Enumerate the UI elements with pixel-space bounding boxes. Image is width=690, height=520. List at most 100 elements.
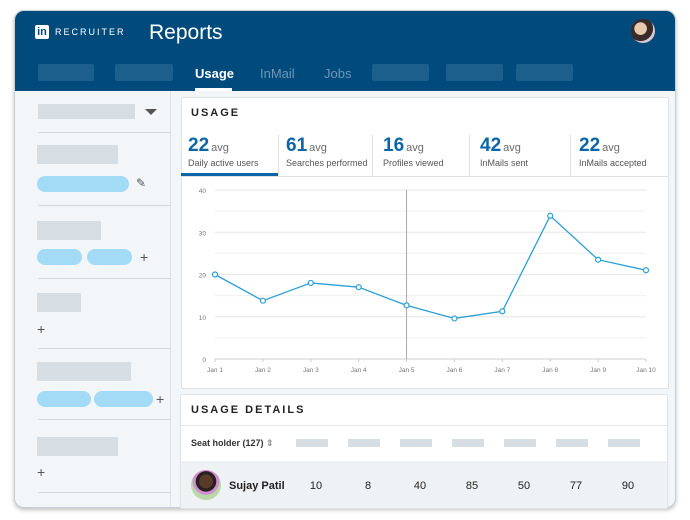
product-name: RECRUITER <box>55 27 126 37</box>
pencil-icon[interactable]: ✎ <box>136 176 147 190</box>
column-header-placeholder[interactable] <box>504 439 536 447</box>
divider <box>570 135 571 176</box>
stat-inmails-sent[interactable]: 42 avg InMails sent <box>480 135 528 176</box>
divider <box>38 132 171 133</box>
stat-searches[interactable]: 61 avg Searches performed <box>286 135 368 176</box>
tab-placeholder[interactable] <box>115 64 173 81</box>
stat-profiles-viewed[interactable]: 16 avg Profiles viewed <box>383 135 444 176</box>
filter-label-placeholder <box>37 293 81 312</box>
stat-unit: avg <box>602 142 620 154</box>
tab-inmail[interactable]: InMail <box>260 66 295 81</box>
filter-pill[interactable] <box>37 249 82 265</box>
data-point <box>403 302 410 309</box>
filter-pill[interactable] <box>94 391 153 407</box>
x-tick-label: Jan 7 <box>494 367 510 374</box>
tab-placeholder[interactable] <box>516 64 573 81</box>
usage-details-title: USAGE DETAILS <box>191 404 306 416</box>
cell-value: 90 <box>621 480 635 492</box>
divider <box>181 176 668 177</box>
usage-line-chart: 0 10 20 30 40 Jan 1 Jan 2 Jan 3 Jan 4 Jan 5 Jan 6 J… <box>199 188 656 374</box>
filter-label-placeholder <box>37 221 101 240</box>
data-point <box>547 212 554 219</box>
table-row[interactable] <box>181 461 667 508</box>
usage-title: USAGE <box>191 107 241 119</box>
filter-pill[interactable] <box>37 391 91 407</box>
header: in RECRUITER Reports Usage InMail Jobs <box>15 11 675 91</box>
cell-value: 40 <box>413 480 427 492</box>
stat-label: Profiles viewed <box>383 158 444 168</box>
stat-daily-active-users[interactable]: 22 avg Daily active users <box>188 135 259 176</box>
filter-pill[interactable] <box>87 249 132 265</box>
tab-placeholder[interactable] <box>38 64 94 81</box>
stat-value: 16 <box>383 135 405 156</box>
tab-usage[interactable]: Usage <box>195 66 235 81</box>
data-point <box>211 271 219 278</box>
x-tick-label: Jan 6 <box>446 367 462 374</box>
column-header-placeholder[interactable] <box>296 439 328 447</box>
stat-value: 22 <box>579 135 601 156</box>
active-stat-indicator <box>181 173 278 176</box>
stat-label: Daily active users <box>188 158 259 168</box>
usage-card <box>181 97 669 389</box>
divider <box>38 278 171 279</box>
x-tick-label: Jan 3 <box>303 367 319 374</box>
divider <box>278 135 279 176</box>
data-point <box>451 315 458 322</box>
stat-value: 42 <box>480 135 502 156</box>
plus-icon[interactable]: + <box>37 464 46 480</box>
cell-value: 10 <box>309 480 323 492</box>
sidebar-divider <box>170 91 171 507</box>
seat-holder-label: Seat holder (127) <box>191 438 264 448</box>
x-tick-label: Jan 4 <box>351 367 367 374</box>
divider <box>38 419 171 420</box>
column-header-placeholder[interactable] <box>400 439 432 447</box>
stat-label: Searches performed <box>286 158 368 168</box>
filter-dropdown[interactable] <box>38 104 135 119</box>
seat-holder-header[interactable]: Seat holder (127) ⇕ <box>191 438 274 449</box>
cell-value: 77 <box>569 480 583 492</box>
cell-value: 8 <box>364 480 372 492</box>
data-point <box>595 256 602 263</box>
active-tab-indicator <box>195 88 232 91</box>
x-tick-label: Jan 5 <box>399 367 415 374</box>
y-tick-label: 40 <box>199 188 207 195</box>
tab-placeholder[interactable] <box>372 64 429 81</box>
x-tick-label: Jan 8 <box>542 367 558 374</box>
divider <box>38 348 171 349</box>
avatar[interactable] <box>631 19 655 43</box>
plus-icon[interactable]: + <box>140 249 149 265</box>
filter-label-placeholder <box>37 437 118 456</box>
linkedin-logo: in <box>35 25 49 39</box>
seat-holder-name[interactable]: Sujay Patil <box>229 480 285 492</box>
plus-icon[interactable]: + <box>37 321 46 337</box>
column-header-placeholder[interactable] <box>556 439 588 447</box>
sort-icon[interactable]: ⇕ <box>266 438 274 448</box>
y-tick-label: 10 <box>199 315 207 322</box>
data-point <box>307 279 314 287</box>
column-header-placeholder[interactable] <box>608 439 640 447</box>
x-tick-label: Jan 2 <box>255 367 271 374</box>
tab-placeholder[interactable] <box>446 64 503 81</box>
series-line <box>214 214 647 320</box>
filter-label-placeholder <box>37 362 131 381</box>
filter-label-placeholder <box>37 145 118 164</box>
x-tick-label: Jan 10 <box>636 367 656 374</box>
stat-value: 22 <box>188 135 210 156</box>
filter-pill[interactable] <box>37 176 129 192</box>
column-header-placeholder[interactable] <box>348 439 380 447</box>
tab-jobs[interactable]: Jobs <box>324 66 352 81</box>
stat-inmails-accepted[interactable]: 22 avg InMails accepted <box>579 135 647 176</box>
caret-down-icon[interactable] <box>145 109 157 115</box>
y-tick-label: 30 <box>199 230 207 237</box>
plus-icon[interactable]: + <box>156 391 165 407</box>
data-point <box>259 297 266 304</box>
stat-unit: avg <box>309 142 327 154</box>
stat-label: InMails sent <box>480 158 529 168</box>
divider <box>181 425 667 426</box>
stat-unit: avg <box>503 142 521 154</box>
divider <box>38 205 171 206</box>
column-header-placeholder[interactable] <box>452 439 484 447</box>
stat-unit: avg <box>406 142 424 154</box>
divider <box>372 135 373 176</box>
cell-value: 85 <box>465 480 479 492</box>
